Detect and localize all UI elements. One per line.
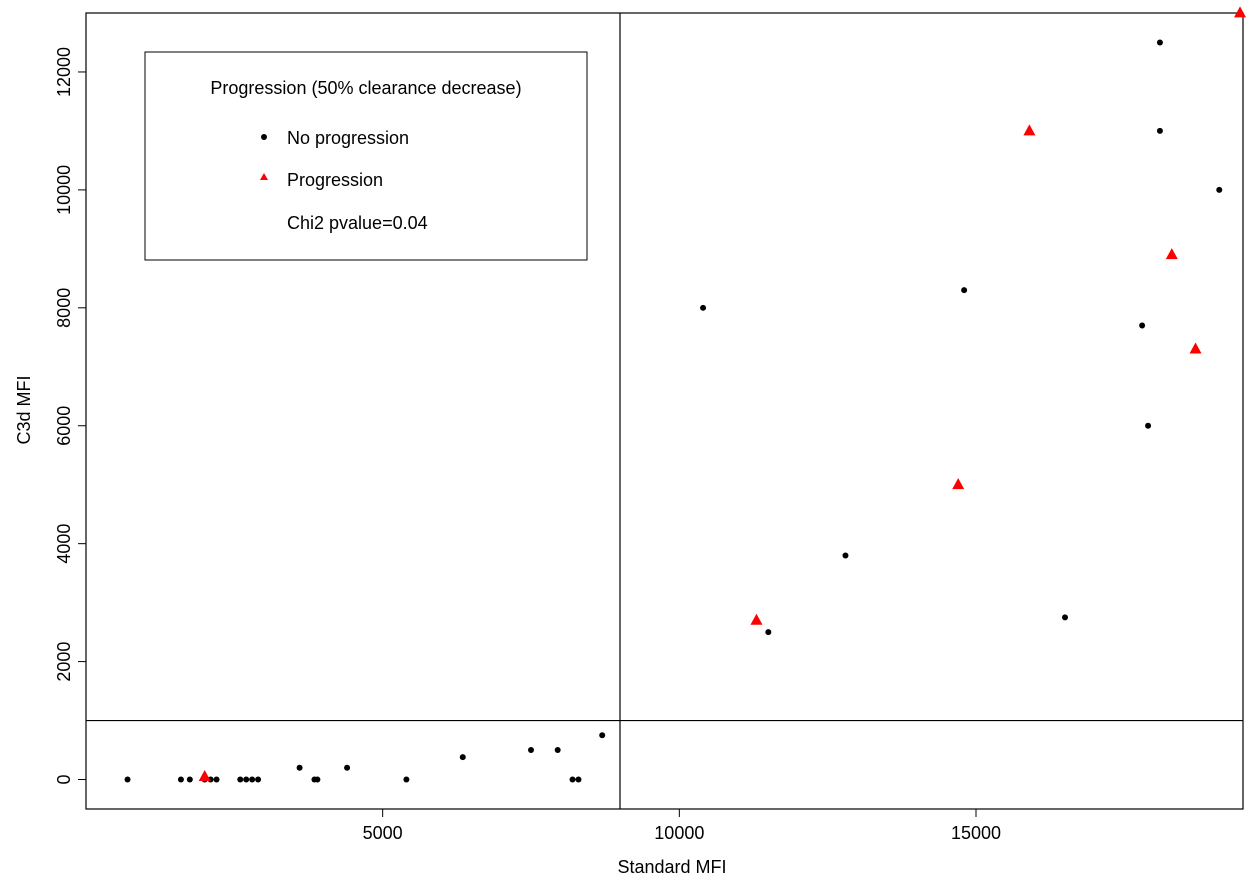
no-progression-point	[554, 747, 561, 754]
progression-point	[1234, 6, 1246, 18]
no-progression-point	[1216, 186, 1223, 193]
no-progression-point	[1156, 127, 1163, 134]
legend-progression-label: Progression	[287, 170, 383, 190]
y-axis: 0 2000 4000 6000 8000 10000 12000	[54, 47, 86, 785]
no-progression-point	[961, 287, 968, 294]
no-progression-point	[207, 776, 214, 783]
y-tick-label: 8000	[54, 288, 74, 328]
no-progression-point	[177, 776, 184, 783]
progression-point	[198, 769, 211, 781]
no-progression-point	[186, 776, 193, 783]
no-progression-point	[1139, 322, 1146, 329]
no-progression-point	[842, 552, 849, 559]
no-progression-point	[1145, 422, 1152, 429]
legend-chi2-note: Chi2 pvalue=0.04	[287, 213, 428, 233]
legend-no-progression-marker	[261, 134, 267, 140]
no-progression-point	[1156, 39, 1163, 46]
no-progression-point	[765, 629, 772, 636]
x-axis: 5000 10000 15000	[363, 809, 1001, 843]
progression-point	[1165, 248, 1178, 260]
no-progression-point	[575, 776, 582, 783]
x-tick-label: 10000	[654, 823, 704, 843]
no-progression-point	[243, 776, 250, 783]
reference-lines	[86, 13, 1243, 809]
progression-point	[952, 478, 965, 490]
y-tick-label: 6000	[54, 406, 74, 446]
no-progression-point	[249, 776, 256, 783]
y-tick-label: 4000	[54, 524, 74, 564]
no-progression-point	[569, 776, 576, 783]
legend-no-progression-label: No progression	[287, 128, 409, 148]
progression-point	[750, 613, 763, 625]
progression-point	[1023, 124, 1036, 136]
no-progression-point	[237, 776, 244, 783]
x-tick-label: 5000	[363, 823, 403, 843]
x-axis-label: Standard MFI	[617, 857, 726, 877]
legend: Progression (50% clearance decrease) No …	[144, 51, 588, 261]
y-tick-label: 10000	[54, 165, 74, 215]
plot-frame	[85, 12, 1244, 810]
no-progression-point	[528, 747, 534, 754]
legend-box	[144, 51, 588, 261]
y-tick-label: 2000	[54, 642, 74, 682]
no-progression-point	[700, 304, 707, 311]
no-progression-point	[255, 776, 262, 783]
x-tick-label: 15000	[951, 823, 1001, 843]
no-progression-point	[296, 764, 303, 771]
y-tick-label: 12000	[54, 47, 74, 97]
no-progression-point	[344, 764, 351, 771]
y-axis-label: C3d MFI	[14, 375, 34, 444]
no-progression-point	[124, 776, 131, 783]
data-points	[124, 6, 1246, 783]
no-progression-point	[314, 776, 321, 783]
legend-title: Progression (50% clearance decrease)	[210, 78, 521, 98]
no-progression-point	[1062, 614, 1068, 621]
legend-progression-marker	[260, 173, 268, 180]
y-tick-label: 0	[54, 775, 74, 785]
no-progression-point	[459, 754, 466, 761]
progression-point	[1189, 342, 1202, 354]
no-progression-point	[213, 776, 220, 783]
no-progression-point	[599, 732, 606, 739]
no-progression-point	[403, 776, 410, 783]
